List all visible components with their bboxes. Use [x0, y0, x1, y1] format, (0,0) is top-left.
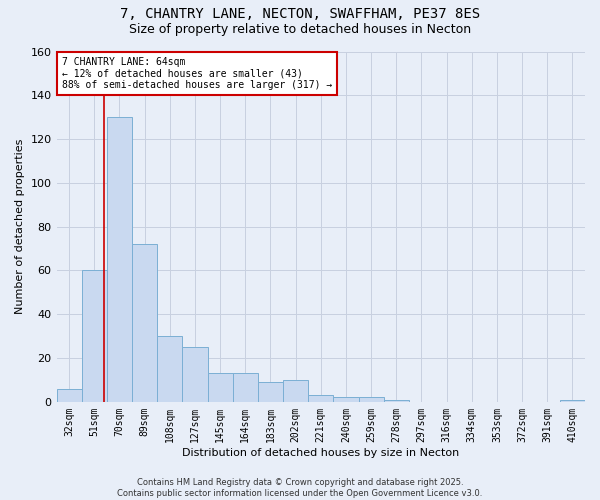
- Bar: [283, 380, 308, 402]
- Y-axis label: Number of detached properties: Number of detached properties: [15, 139, 25, 314]
- Bar: [233, 374, 258, 402]
- Bar: [56, 388, 82, 402]
- Bar: [258, 382, 283, 402]
- Bar: [208, 374, 233, 402]
- Bar: [82, 270, 107, 402]
- Bar: [383, 400, 409, 402]
- Bar: [308, 396, 334, 402]
- Bar: [107, 117, 132, 402]
- Bar: [334, 398, 359, 402]
- Bar: [157, 336, 182, 402]
- Text: 7, CHANTRY LANE, NECTON, SWAFFHAM, PE37 8ES: 7, CHANTRY LANE, NECTON, SWAFFHAM, PE37 …: [120, 8, 480, 22]
- Bar: [359, 398, 383, 402]
- Text: Size of property relative to detached houses in Necton: Size of property relative to detached ho…: [129, 22, 471, 36]
- Bar: [182, 347, 208, 402]
- Bar: [560, 400, 585, 402]
- X-axis label: Distribution of detached houses by size in Necton: Distribution of detached houses by size …: [182, 448, 460, 458]
- Bar: [132, 244, 157, 402]
- Text: 7 CHANTRY LANE: 64sqm
← 12% of detached houses are smaller (43)
88% of semi-deta: 7 CHANTRY LANE: 64sqm ← 12% of detached …: [62, 57, 332, 90]
- Text: Contains HM Land Registry data © Crown copyright and database right 2025.
Contai: Contains HM Land Registry data © Crown c…: [118, 478, 482, 498]
